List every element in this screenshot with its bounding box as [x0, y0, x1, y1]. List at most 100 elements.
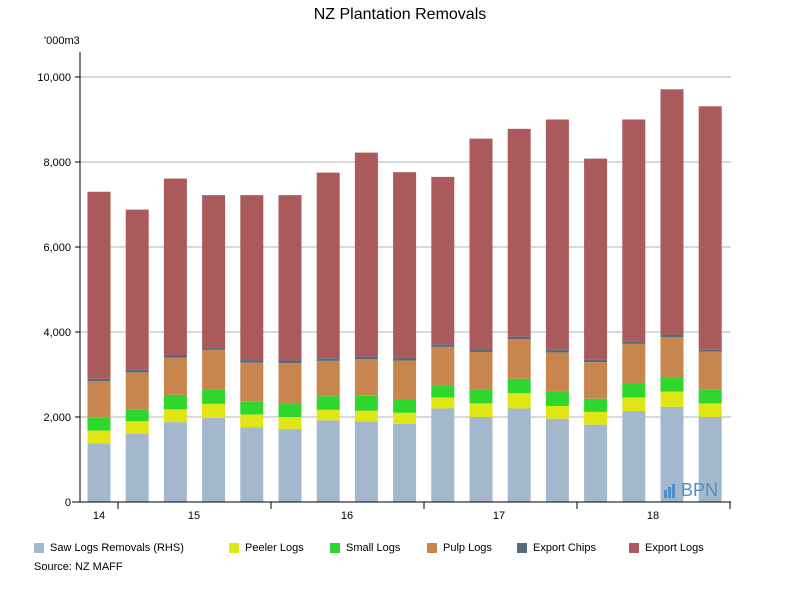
bar-segment-peeler-logs: [393, 412, 417, 424]
bar-segment-peeler-logs: [316, 409, 340, 421]
bar-segment-export-logs: [507, 128, 531, 337]
bar-segment-pulp-logs: [240, 362, 264, 402]
bar-segment-peeler-logs: [163, 409, 187, 423]
bar-segment-peeler-logs: [125, 421, 149, 434]
bar-segment-small-logs: [202, 389, 226, 404]
bar-segment-export-chips: [316, 358, 340, 361]
x-tick-label: 15: [188, 510, 200, 522]
bar-segment-export-chips: [584, 359, 608, 363]
legend-item-export-chips[interactable]: Export Chips: [517, 542, 596, 554]
bar-segment-peeler-logs: [87, 430, 111, 444]
bar-segment-saw-logs-removals-rhs: [469, 417, 493, 502]
y-tick-label: 4,000: [43, 327, 71, 339]
bar-segment-small-logs: [240, 401, 264, 415]
bar-segment-saw-logs-removals-rhs: [431, 408, 455, 502]
bar-segment-pulp-logs: [660, 337, 684, 378]
bar-segment-saw-logs-removals-rhs: [660, 406, 684, 502]
bar-segment-pulp-logs: [431, 346, 455, 386]
bar-segment-small-logs: [431, 385, 455, 398]
bar-segment-export-logs: [545, 119, 569, 350]
bar-segment-peeler-logs: [545, 405, 569, 419]
bar-segment-export-chips: [469, 349, 493, 352]
bar-segment-peeler-logs: [622, 397, 646, 412]
legend-item-export-logs[interactable]: Export Logs: [629, 542, 704, 554]
bar-segment-saw-logs-removals-rhs: [622, 411, 646, 502]
legend-item-pulp-logs[interactable]: Pulp Logs: [427, 542, 492, 554]
legend-swatch: [629, 543, 639, 553]
bar-segment-pulp-logs: [584, 362, 608, 399]
legend-swatch: [34, 543, 44, 553]
axes: [72, 52, 731, 509]
bar-segment-peeler-logs: [431, 397, 455, 409]
legend-label: Export Logs: [645, 542, 704, 554]
x-tick-label: 16: [341, 510, 353, 522]
bar-segment-peeler-logs: [469, 403, 493, 417]
bar-segment-peeler-logs: [202, 403, 226, 418]
bar-segment-saw-logs-removals-rhs: [507, 408, 531, 502]
bar-segment-export-chips: [622, 341, 646, 344]
bar-segment-export-chips: [354, 356, 378, 360]
bar-segment-pulp-logs: [163, 357, 187, 395]
bpn-logo: BPN: [664, 480, 718, 501]
bar-segment-export-logs: [354, 152, 378, 357]
bar-segment-saw-logs-removals-rhs: [316, 420, 340, 502]
legend-item-saw-logs[interactable]: Saw Logs Removals (RHS): [34, 542, 184, 554]
bar-segment-export-logs: [87, 191, 111, 379]
bar-segment-small-logs: [698, 389, 722, 404]
legend-label: Export Chips: [533, 542, 596, 554]
bar-segment-saw-logs-removals-rhs: [163, 422, 187, 502]
bar-segment-export-chips: [125, 369, 149, 373]
legend-label: Pulp Logs: [443, 542, 492, 554]
source-note: Source: NZ MAFF: [34, 561, 123, 573]
tick-labels: 0 2,000 4,000 6,000 8,000 10,000 14 15 16 17 18: [37, 72, 659, 522]
bar-segment-saw-logs-removals-rhs: [354, 421, 378, 502]
bar-segment-export-logs: [622, 119, 646, 342]
bar-segment-small-logs: [507, 378, 531, 394]
bar-segment-export-logs: [316, 172, 340, 359]
bar-segment-peeler-logs: [698, 403, 722, 417]
y-tick-label: 2,000: [43, 412, 71, 424]
bar-segment-export-logs: [469, 138, 493, 350]
bar-segment-saw-logs-removals-rhs: [87, 443, 111, 502]
legend-swatch: [330, 543, 340, 553]
bar-segment-export-logs: [202, 195, 226, 348]
bar-segment-export-logs: [584, 158, 608, 360]
bar-segment-export-logs: [393, 172, 417, 358]
legend-item-peeler-logs[interactable]: Peeler Logs: [229, 542, 304, 554]
bar-segment-saw-logs-removals-rhs: [545, 418, 569, 502]
bar-segment-peeler-logs: [660, 391, 684, 407]
bar-stacks: [87, 89, 722, 502]
bpn-logo-icon: [664, 483, 675, 498]
bar-segment-peeler-logs: [584, 411, 608, 425]
bar-segment-export-chips: [163, 354, 187, 358]
legend-item-small-logs[interactable]: Small Logs: [330, 542, 400, 554]
y-tick-label: 6,000: [43, 242, 71, 254]
bar-segment-small-logs: [660, 377, 684, 392]
bar-segment-pulp-logs: [698, 351, 722, 390]
bar-segment-small-logs: [125, 409, 149, 422]
legend-swatch: [517, 543, 527, 553]
x-tick-label: 14: [93, 510, 105, 522]
legend-label: Small Logs: [346, 542, 401, 554]
bar-segment-pulp-logs: [87, 381, 111, 418]
bar-segment-export-chips: [660, 334, 684, 338]
bar-segment-export-logs: [698, 106, 722, 350]
bar-segment-pulp-logs: [278, 363, 302, 404]
bar-segment-export-chips: [87, 378, 111, 382]
bar-segment-export-chips: [431, 344, 455, 347]
bar-segment-saw-logs-removals-rhs: [240, 427, 264, 502]
bar-segment-peeler-logs: [507, 393, 531, 409]
bar-segment-saw-logs-removals-rhs: [698, 417, 722, 502]
bar-segment-export-chips: [698, 349, 722, 352]
y-tick-label: 10,000: [37, 72, 71, 84]
bar-segment-export-logs: [163, 178, 187, 355]
bar-segment-export-logs: [431, 176, 455, 345]
bar-segment-small-logs: [584, 398, 608, 412]
bar-segment-pulp-logs: [622, 343, 646, 384]
bar-segment-small-logs: [393, 399, 417, 413]
bar-segment-peeler-logs: [354, 410, 378, 422]
bar-segment-saw-logs-removals-rhs: [393, 423, 417, 502]
bar-segment-pulp-logs: [125, 372, 149, 410]
legend-swatch: [229, 543, 239, 553]
bar-segment-small-logs: [316, 396, 340, 410]
